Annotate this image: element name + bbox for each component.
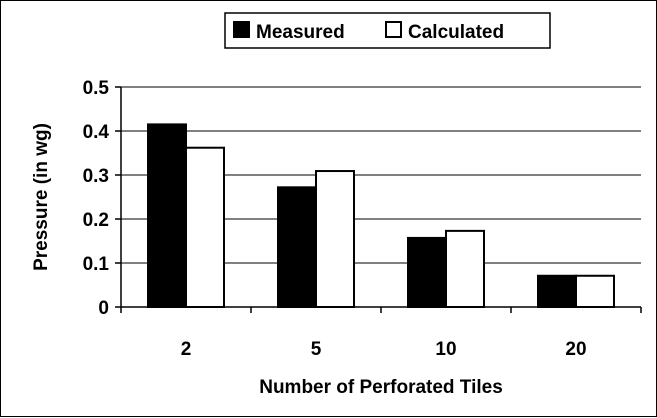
bar-measured-10 bbox=[407, 236, 447, 308]
y-tick-label: 0.5 bbox=[83, 78, 110, 99]
x-tick-label: 10 bbox=[435, 339, 456, 360]
bar-calculated-5 bbox=[315, 170, 355, 308]
y-tick-label: 0.3 bbox=[83, 166, 109, 187]
legend-label-calculated: Calculated bbox=[408, 22, 504, 43]
legend-swatch-measured bbox=[233, 21, 250, 38]
x-tick-label: 20 bbox=[565, 339, 586, 360]
bar-measured-2 bbox=[147, 123, 187, 309]
legend: Measured Calculated bbox=[224, 12, 551, 49]
y-ticks: 0 0.1 0.2 0.3 0.4 0.5 bbox=[83, 78, 121, 319]
bar-calculated-20 bbox=[575, 274, 615, 309]
y-axis-title: Pressure (in wg) bbox=[31, 123, 52, 271]
bars bbox=[147, 123, 615, 309]
bar-calculated-10 bbox=[445, 229, 485, 309]
x-ticks: 2 5 10 20 bbox=[120, 307, 642, 360]
x-axis-title: Number of Perforated Tiles bbox=[259, 377, 503, 398]
bar-measured-20 bbox=[537, 274, 577, 309]
legend-swatch-calculated bbox=[385, 21, 402, 38]
bar-measured-5 bbox=[277, 186, 317, 309]
y-tick-label: 0.2 bbox=[83, 210, 109, 231]
y-tick-label: 0.4 bbox=[83, 122, 110, 143]
bar-calculated-2 bbox=[185, 146, 225, 308]
x-tick-label: 5 bbox=[311, 339, 322, 360]
x-tick-label: 2 bbox=[181, 339, 192, 360]
y-tick-label: 0.1 bbox=[83, 254, 110, 275]
y-tick-label: 0 bbox=[98, 298, 109, 319]
legend-label-measured: Measured bbox=[256, 22, 345, 43]
